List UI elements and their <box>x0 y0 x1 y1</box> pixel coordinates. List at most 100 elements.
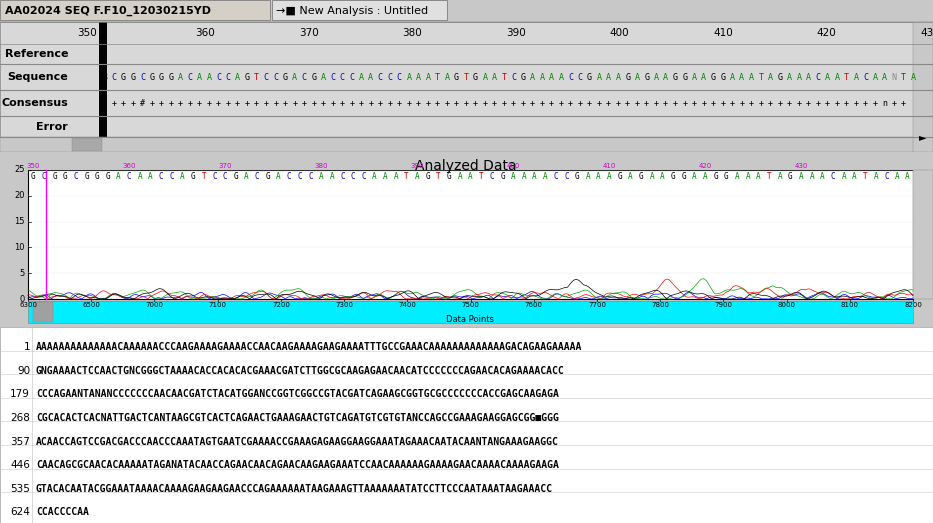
Bar <box>0 137 933 152</box>
Text: +: + <box>702 98 706 108</box>
Text: CCCAGAANTANANCCCCCCCAACAACGATCTACATGGANCCGGTCGGCCGTACGATCAGAAGCGGTGCGCCCCCCCACCG: CCCAGAANTANANCCCCCCCAACAACGATCTACATGGANC… <box>36 389 559 399</box>
Text: A: A <box>810 172 814 181</box>
Text: C: C <box>378 73 383 82</box>
Text: A: A <box>530 73 535 82</box>
Text: A: A <box>319 172 324 181</box>
Text: G: G <box>95 172 100 181</box>
Text: A: A <box>468 172 473 181</box>
Text: +: + <box>634 98 640 108</box>
Text: C: C <box>216 73 221 82</box>
Text: G: G <box>673 73 677 82</box>
Text: 430: 430 <box>794 163 808 169</box>
Text: 370: 370 <box>299 28 319 38</box>
Text: +: + <box>644 98 649 108</box>
Text: C: C <box>42 172 47 181</box>
Text: +: + <box>206 98 212 108</box>
Text: A: A <box>321 73 326 82</box>
Text: G: G <box>575 172 579 181</box>
Text: A: A <box>359 73 364 82</box>
Text: +: + <box>169 98 174 108</box>
Text: +: + <box>834 98 840 108</box>
Text: A: A <box>178 73 183 82</box>
Text: +: + <box>102 98 107 108</box>
Text: +: + <box>273 98 278 108</box>
Text: +: + <box>244 98 250 108</box>
Text: C: C <box>568 73 573 82</box>
Text: G: G <box>169 73 174 82</box>
Text: +: + <box>844 98 849 108</box>
Bar <box>33 302 53 322</box>
Text: A: A <box>244 172 249 181</box>
Text: A: A <box>586 172 590 181</box>
Text: G: G <box>266 172 271 181</box>
Text: G: G <box>682 73 688 82</box>
Text: 380: 380 <box>314 163 328 169</box>
Text: +: + <box>625 98 630 108</box>
Text: AAAAAAAAAAAAAACAAAAAACCCAAGAAAAGAAAACCAACAAGAAAAGAAGAAAATTTGCCGAAACAAAAAAAAAAAAA: AAAAAAAAAAAAAACAAAAAACCCAAGAAAAGAAAACCAA… <box>36 342 582 352</box>
Text: G: G <box>244 73 250 82</box>
Text: A: A <box>745 172 750 181</box>
Text: A: A <box>616 73 620 82</box>
Text: G: G <box>233 172 238 181</box>
Text: +: + <box>901 98 906 108</box>
Text: #: # <box>140 98 145 108</box>
Text: C: C <box>301 73 307 82</box>
Bar <box>72 138 102 151</box>
Text: +: + <box>720 98 725 108</box>
Text: A: A <box>825 73 829 82</box>
Text: +: + <box>330 98 335 108</box>
Text: A: A <box>549 73 554 82</box>
Text: +: + <box>768 98 773 108</box>
Text: CCACCCCAA: CCACCCCAA <box>36 507 89 517</box>
Text: 410: 410 <box>603 163 616 169</box>
Text: A: A <box>415 172 420 181</box>
Text: +: + <box>349 98 355 108</box>
Text: C: C <box>815 73 820 82</box>
Text: A: A <box>873 172 878 181</box>
Text: A: A <box>522 172 526 181</box>
Text: +: + <box>739 98 745 108</box>
Text: +: + <box>606 98 611 108</box>
Text: A: A <box>663 73 668 82</box>
Text: C: C <box>159 172 163 181</box>
Text: C: C <box>511 73 516 82</box>
Text: 390: 390 <box>411 163 424 169</box>
Text: A: A <box>654 73 659 82</box>
Text: +: + <box>283 98 287 108</box>
Text: T: T <box>254 73 259 82</box>
Text: 380: 380 <box>403 28 423 38</box>
Text: +: + <box>340 98 345 108</box>
Bar <box>99 90 107 116</box>
Text: +: + <box>301 98 307 108</box>
Text: +: + <box>444 98 450 108</box>
Text: 10: 10 <box>15 243 25 252</box>
Text: A: A <box>895 172 899 181</box>
Text: A: A <box>628 172 633 181</box>
Text: G: G <box>618 172 622 181</box>
Text: A: A <box>634 73 640 82</box>
Text: A: A <box>739 73 745 82</box>
Text: C: C <box>340 73 345 82</box>
Text: T: T <box>767 172 772 181</box>
Bar <box>272 0 447 20</box>
Text: A: A <box>749 73 754 82</box>
Text: A: A <box>532 172 536 181</box>
Bar <box>99 44 107 64</box>
Text: A: A <box>768 73 773 82</box>
Text: 8000: 8000 <box>777 302 796 308</box>
Text: +: + <box>378 98 383 108</box>
Text: +: + <box>559 98 564 108</box>
Text: Analyzed Data: Analyzed Data <box>415 159 517 173</box>
Text: A: A <box>543 172 548 181</box>
Text: A: A <box>197 73 202 82</box>
Text: C: C <box>349 73 355 82</box>
Text: A: A <box>820 172 825 181</box>
Text: A: A <box>799 172 803 181</box>
Text: 7900: 7900 <box>715 302 732 308</box>
Text: C: C <box>341 172 345 181</box>
Text: →■ New Analysis : Untitled: →■ New Analysis : Untitled <box>276 6 428 16</box>
Text: G: G <box>473 73 478 82</box>
Text: G: G <box>681 172 686 181</box>
Text: +: + <box>292 98 298 108</box>
Text: +: + <box>825 98 829 108</box>
